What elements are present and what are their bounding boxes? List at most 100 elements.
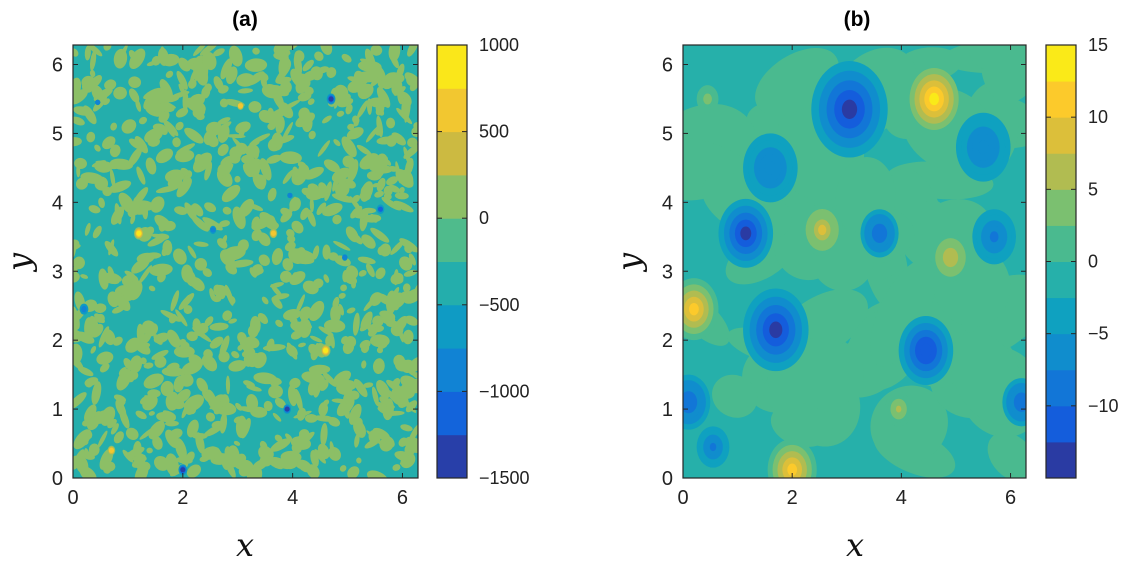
field-blob (304, 413, 318, 423)
field-blob (384, 388, 403, 407)
field-feature (178, 464, 188, 476)
field-feature (107, 445, 116, 456)
field-blob (252, 173, 266, 190)
field-blob (385, 436, 395, 448)
field-blob (396, 63, 405, 79)
field-feature (320, 344, 331, 357)
field-blob (400, 169, 414, 188)
field-blob (149, 103, 169, 114)
field-blob (183, 305, 193, 314)
field-blob (143, 90, 159, 110)
y-tick-label: 2 (662, 330, 673, 352)
field-feature (884, 391, 913, 427)
field-blob (155, 185, 179, 194)
field-blob (274, 397, 286, 409)
field-blob (73, 343, 83, 365)
field-blob (321, 45, 331, 51)
field-blob (73, 106, 92, 116)
field-blob (225, 375, 231, 395)
field-blob (307, 98, 315, 105)
field-blob (298, 342, 306, 348)
field-blob (314, 449, 326, 464)
field-blob (237, 332, 247, 344)
field-blob (372, 315, 384, 327)
field-blob (186, 464, 202, 478)
field-blob (308, 130, 316, 140)
field-blob (285, 433, 293, 441)
field-blob (108, 180, 132, 193)
field-blob (91, 381, 102, 405)
field-blob (109, 144, 121, 158)
field-blob (350, 205, 363, 219)
field-blob (351, 232, 363, 245)
field-blob (249, 267, 257, 278)
field-blob (112, 336, 123, 346)
field-blob (135, 99, 142, 112)
y-tick-label: 0 (52, 468, 63, 490)
contour-level (764, 160, 776, 175)
field-blob (362, 61, 372, 70)
field-blob (151, 233, 169, 240)
field-blob (253, 372, 277, 385)
field-blob (109, 158, 134, 170)
field-blob (238, 124, 246, 139)
field-blob (289, 377, 301, 389)
field-blob (320, 422, 328, 446)
field-blob (196, 377, 209, 393)
field-blob (220, 394, 229, 404)
field-blob (129, 355, 143, 374)
field-blob (396, 107, 413, 125)
field-blob (247, 324, 259, 338)
field-blob (228, 45, 243, 67)
contour-level (705, 96, 711, 102)
field-blob (258, 72, 269, 82)
x-tick-label: 0 (67, 487, 78, 509)
x-tick-label: 6 (397, 487, 408, 509)
field-blob (121, 119, 137, 134)
field-blob (392, 464, 401, 471)
field-blob (202, 51, 217, 71)
contour-level (689, 302, 699, 316)
field-blob (333, 139, 341, 147)
contour-level (81, 306, 87, 312)
field-blob (369, 62, 386, 81)
field-blob (376, 177, 386, 192)
field-blob (376, 380, 390, 399)
colorbar-level (1046, 297, 1076, 335)
colorbar-level (437, 348, 467, 392)
field-blob (175, 121, 184, 131)
field-blob (274, 434, 283, 442)
contour-level (136, 230, 142, 236)
field-blob (228, 360, 247, 372)
field-blob (81, 80, 94, 93)
field-blob (237, 344, 244, 351)
field-blob (404, 436, 418, 454)
field-blob (213, 48, 225, 57)
field-blob (80, 274, 89, 279)
field-blob (100, 406, 116, 426)
field-feature (972, 209, 1017, 265)
panel-b-axes: 0 2 4 6 0 1 2 3 4 5 6 (662, 44, 1027, 509)
field-feature (955, 112, 1011, 182)
field-blob (147, 136, 160, 147)
field-blob (173, 248, 187, 265)
field-blob (411, 126, 418, 137)
field-blob (259, 212, 278, 231)
field-blob (312, 278, 324, 289)
field-blob (323, 159, 340, 173)
field-blob (279, 151, 302, 165)
field-blob (407, 137, 418, 148)
field-blob (331, 193, 355, 203)
field-blob (351, 281, 357, 289)
field-blob (375, 267, 386, 280)
field-blob (175, 149, 195, 163)
field-blob (307, 378, 319, 396)
field-blob (217, 117, 231, 125)
field-blob (87, 45, 103, 57)
field-blob (288, 385, 298, 407)
field-blob (406, 77, 416, 87)
field-blob (202, 390, 215, 405)
field-blob (291, 220, 304, 234)
field-blob (84, 404, 97, 423)
field-blob (329, 441, 335, 457)
